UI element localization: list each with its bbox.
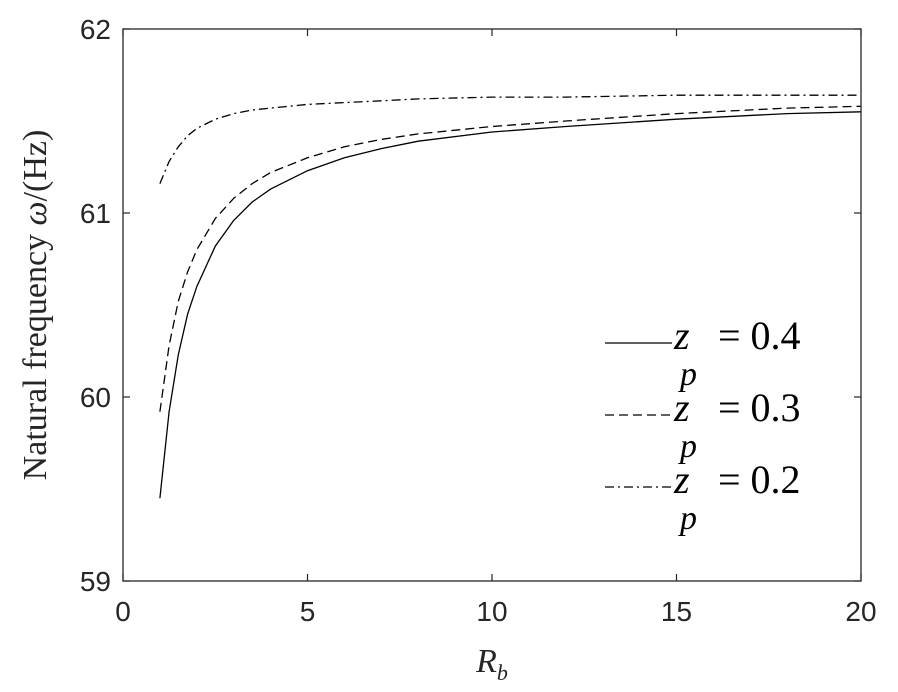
x-tick-label: 20 — [845, 596, 876, 627]
legend-label-sub: p — [678, 500, 697, 537]
legend-label-var: z — [673, 385, 690, 430]
legend-label-value: = 0.3 — [718, 385, 801, 430]
legend: zp= 0.4zp= 0.3zp= 0.2 — [605, 313, 801, 537]
y-tick-label: 60 — [80, 382, 111, 413]
legend-label-value: = 0.2 — [718, 457, 801, 502]
x-tick-label: 10 — [476, 596, 507, 627]
x-tick-label: 15 — [661, 596, 692, 627]
y-tick-label: 61 — [80, 198, 111, 229]
plot-lines — [159, 94, 862, 499]
legend-label-sub: p — [678, 428, 697, 465]
series-line-1 — [159, 105, 862, 412]
x-tick-label: 5 — [300, 596, 316, 627]
x-axis-title: Rb — [475, 643, 508, 685]
series-line-0 — [159, 111, 862, 499]
y-axis-title: Natural frequency ω/(Hz) — [17, 130, 54, 481]
legend-label-var: z — [673, 457, 690, 502]
legend-label-var: z — [673, 313, 690, 358]
x-tick-label: 0 — [115, 596, 131, 627]
legend-label-value: = 0.4 — [718, 313, 801, 358]
axis-ticks: 0 5 10 15 20 59 60 61 62 — [80, 14, 877, 627]
y-tick-label: 62 — [80, 14, 111, 45]
legend-label-sub: p — [678, 356, 697, 393]
series-line-2 — [159, 94, 861, 184]
y-tick-label: 59 — [80, 566, 111, 597]
